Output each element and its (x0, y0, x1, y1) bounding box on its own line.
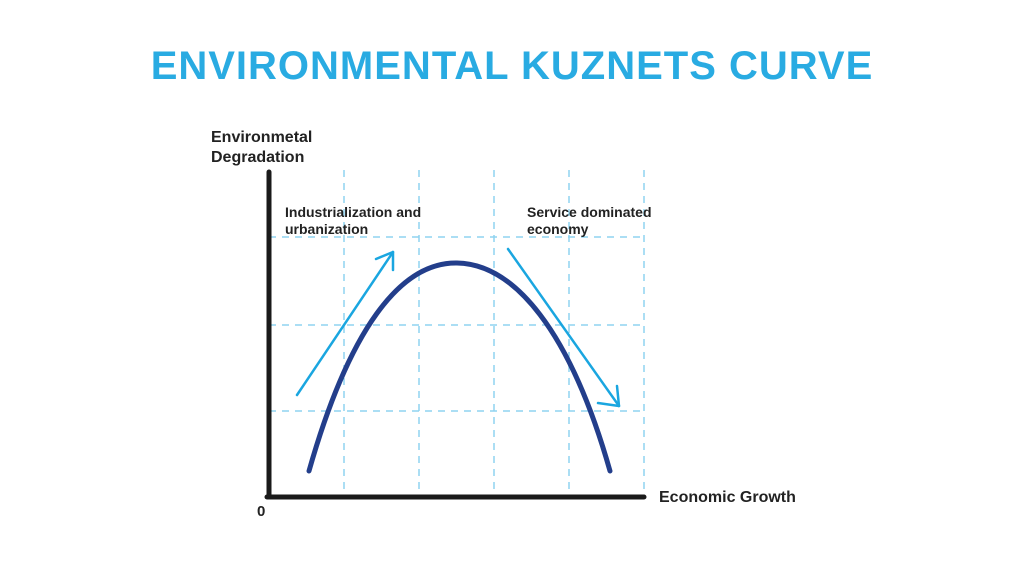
annotation-industrialization-line1: Industrialization and (285, 204, 422, 220)
x-axis-label: Economic Growth (659, 489, 796, 506)
annotation-service-economy-line2: economy (527, 221, 589, 237)
origin-label: 0 (257, 503, 266, 520)
grid (269, 170, 645, 496)
annotation-service-economy-line1: Service dominated (527, 204, 652, 220)
falling-arrow (506, 247, 621, 408)
y-axis-label-line2: Degradation (211, 149, 305, 166)
rising-arrow (295, 250, 395, 397)
kuznets-curve (306, 260, 613, 474)
y-axis-label-line1: Environmetal (211, 129, 313, 146)
annotation-industrialization-line2: urbanization (285, 221, 369, 237)
annotation-industrialization: Industrialization and urbanization (285, 204, 475, 238)
page-title: ENVIRONMENTAL KUZNETS CURVE (150, 44, 874, 88)
y-axis-label: Environmetal Degradation (211, 128, 371, 168)
annotation-service-economy: Service dominated economy (527, 204, 687, 238)
